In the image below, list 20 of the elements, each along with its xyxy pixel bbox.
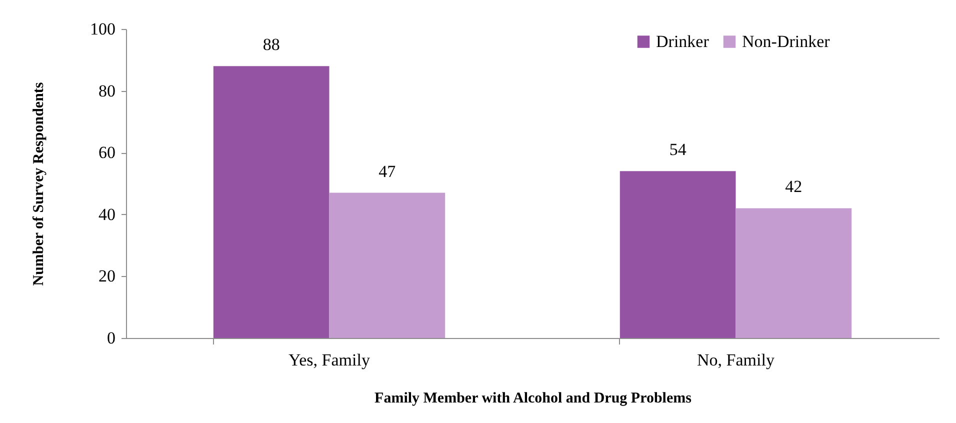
- x-tick-label: No, Family: [697, 350, 775, 370]
- legend-label: Non-Drinker: [742, 32, 830, 51]
- data-label: 88: [262, 35, 280, 54]
- data-label: 54: [669, 140, 687, 160]
- bar: [213, 66, 330, 338]
- y-tick-label: 100: [90, 20, 116, 38]
- y-tick-label: 20: [98, 266, 116, 286]
- y-tick-label: 60: [98, 143, 116, 162]
- bar: [620, 171, 736, 338]
- data-label: 42: [785, 177, 802, 196]
- y-axis-title: Number of Survey Respondents: [31, 82, 47, 286]
- y-tick-label: 40: [98, 204, 116, 224]
- x-tick-label: Yes, Family: [288, 350, 370, 370]
- bar: [329, 192, 446, 338]
- y-tick-label: 0: [107, 328, 116, 348]
- data-label: 47: [378, 162, 396, 181]
- legend-label: Drinker: [656, 32, 710, 51]
- x-axis-title: Family Member with Alcohol and Drug Problems: [374, 390, 692, 406]
- y-tick-label: 80: [98, 81, 116, 100]
- bar: [736, 208, 852, 338]
